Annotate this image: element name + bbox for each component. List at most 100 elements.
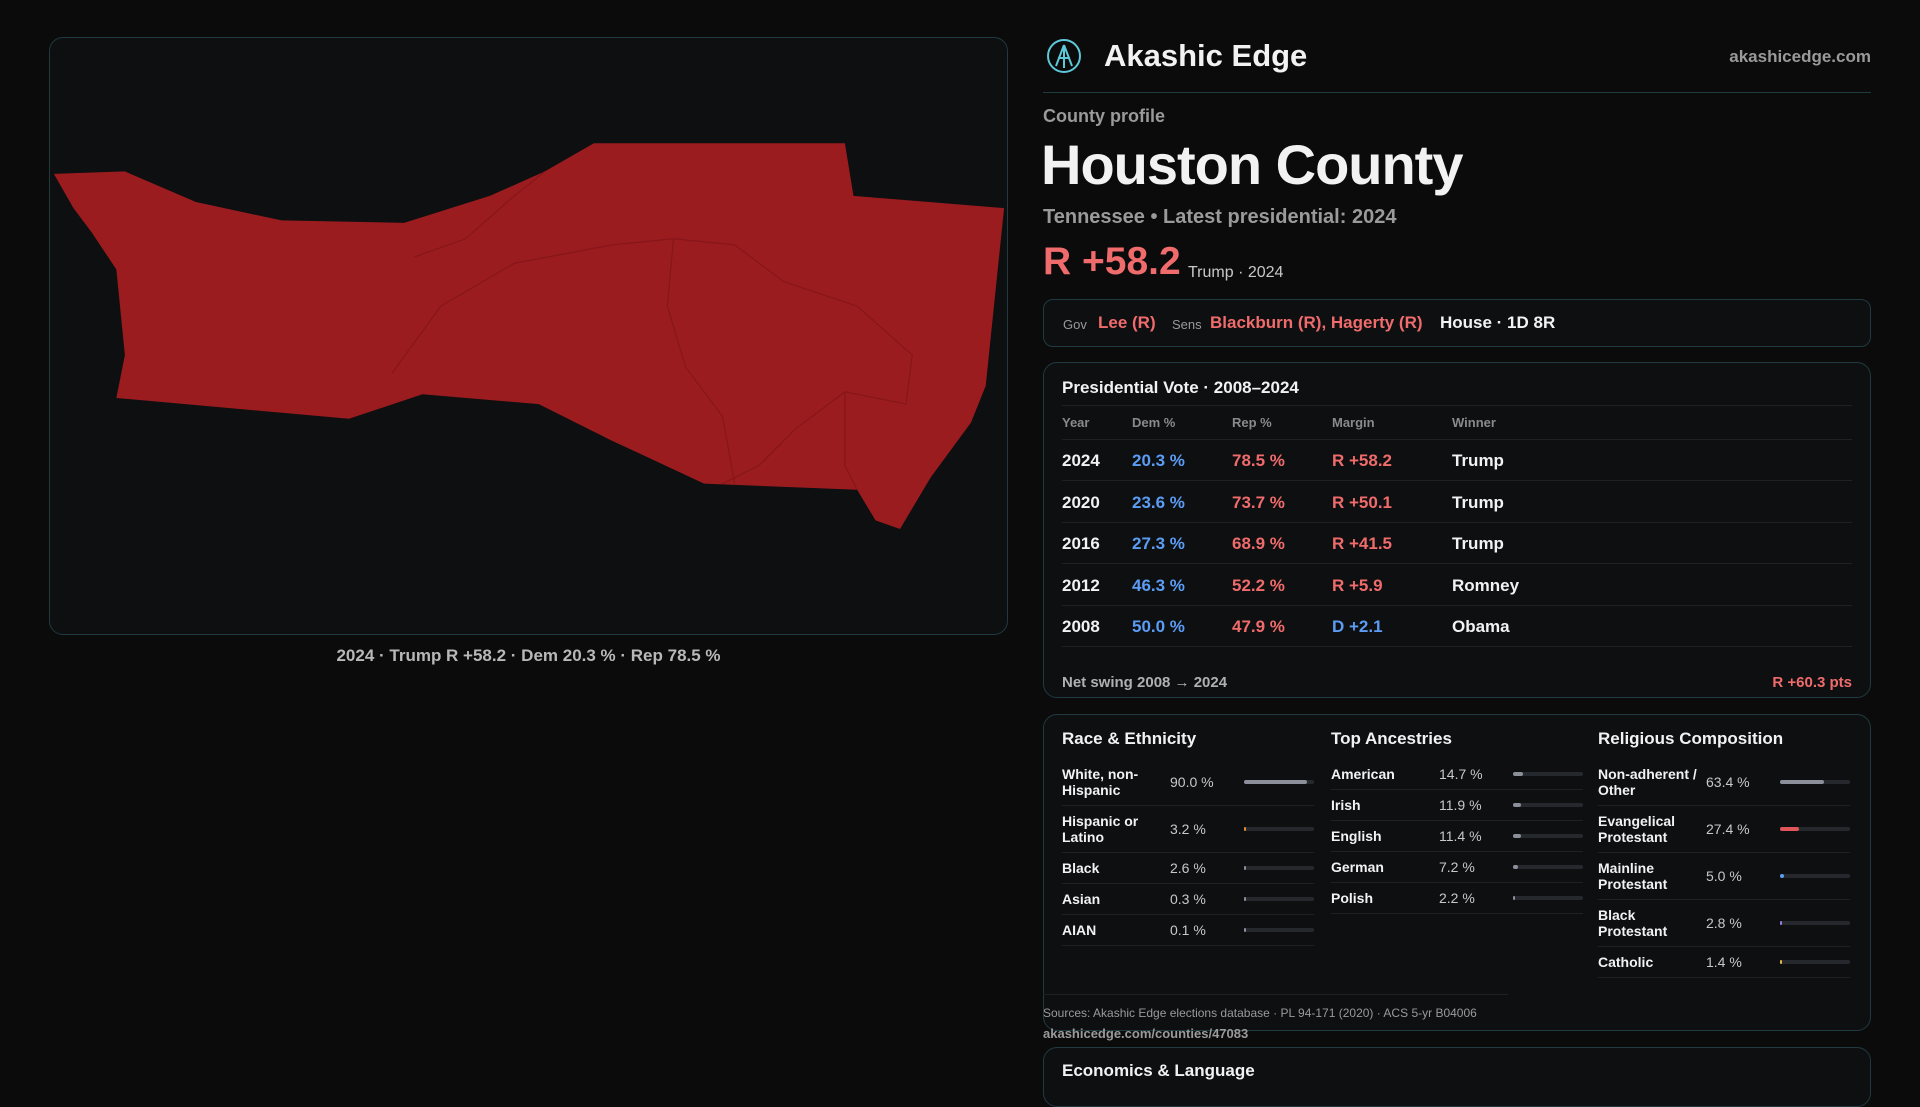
row-value: 11.4 % (1439, 828, 1482, 844)
demographic-row: Mainline Protestant 5.0 % (1598, 853, 1850, 900)
demographic-row: Catholic 1.4 % (1598, 947, 1850, 978)
cell: 73.7 % (1232, 492, 1285, 512)
demographics-panel: Race & Ethnicity White, non-Hispanic 90.0 … (1043, 714, 1871, 1031)
demographic-row: Evangelical Protestant 27.4 % (1598, 806, 1850, 853)
cell: 20.3 % (1132, 451, 1185, 470)
table-row: 2024 20.3 % 78.5 % R +58.2 Trump (1062, 439, 1852, 481)
cell: 46.3 % (1132, 575, 1185, 595)
row-label: American (1331, 766, 1395, 782)
cell: 27.3 % (1132, 534, 1185, 554)
cell: Obama (1452, 617, 1510, 637)
row-value: 27.4 % (1706, 821, 1750, 837)
house: House · 1D 8R (1440, 313, 1556, 332)
divider (1043, 994, 1508, 995)
bar (1513, 834, 1521, 838)
bar (1513, 803, 1522, 807)
cell: Trump (1452, 534, 1504, 554)
row-label: Hispanic or Latino (1062, 813, 1139, 845)
bar (1780, 780, 1825, 784)
bar (1244, 866, 1246, 870)
demographic-row: German 7.2 % (1331, 852, 1583, 883)
row-value: 0.1 % (1170, 922, 1206, 938)
bar-track (1244, 897, 1314, 901)
row-label: English (1331, 828, 1382, 844)
row-label: Asian (1062, 891, 1101, 907)
margin: R +58.2 (1043, 240, 1181, 283)
page: County profile { "header": {"brand": "Ak… (49, 37, 1871, 1107)
cell: 50.0 % (1132, 617, 1185, 637)
table-row: 2016 27.3 % 68.9 % R +41.5 Trump (1062, 522, 1852, 565)
column-header: Winner (1452, 415, 1496, 430)
demographic-column: Top Ancestries American 14.7 % Irish 11.9 % E… (1331, 729, 1583, 914)
demographic-row: English 11.4 % (1331, 821, 1583, 852)
section-title: Race & Ethnicity (1062, 729, 1197, 748)
cell: 2020 (1062, 492, 1100, 512)
row-value: 11.9 % (1439, 797, 1482, 813)
bar (1780, 960, 1782, 964)
bar-track (1780, 921, 1850, 925)
table-row: 2012 46.3 % 52.2 % R +5.9 Romney (1062, 564, 1852, 606)
row-label: Catholic (1598, 954, 1654, 970)
demographic-row: Asian 0.3 % (1062, 884, 1314, 915)
cell: 2008 (1062, 617, 1100, 637)
column-header: Margin (1332, 415, 1375, 430)
bar (1513, 865, 1519, 869)
site-link[interactable]: akashicedge.com (1729, 47, 1871, 66)
row-value: 63.4 % (1706, 774, 1750, 790)
swing-label: Net swing 2008 → 2024 (1062, 674, 1228, 691)
bar (1513, 772, 1524, 776)
demographic-row: Black 2.6 % (1062, 853, 1314, 884)
cell: R +58.2 (1332, 451, 1393, 470)
row-value: 1.4 % (1706, 954, 1742, 970)
presidential-panel: Presidential Vote · 2008–2024 Net swing … (1043, 362, 1871, 698)
demographic-column: Religious Composition Non-adherent / Othe… (1598, 729, 1850, 978)
bar-track (1244, 827, 1314, 831)
bar-track (1513, 834, 1583, 838)
bar-track (1513, 803, 1583, 807)
cell: 2016 (1062, 534, 1100, 554)
divider (1043, 92, 1871, 93)
kicker: County profile (1043, 106, 1165, 126)
bar (1244, 928, 1246, 932)
table-row: 2008 50.0 % 47.9 % D +2.1 Obama (1062, 605, 1852, 648)
sens-label: Sens (1172, 317, 1202, 332)
economics-panel: Economics & Language (1043, 1047, 1871, 1107)
cell: R +50.1 (1332, 492, 1393, 512)
table-row: 2020 23.6 % 73.7 % R +50.1 Trump (1062, 481, 1852, 523)
bar-track (1780, 827, 1850, 831)
row-value: 2.8 % (1706, 915, 1742, 931)
section-title: Top Ancestries (1331, 729, 1452, 748)
column-header: Dem % (1132, 415, 1176, 430)
demographic-row: Non-adherent / Other 63.4 % (1598, 759, 1850, 806)
panel-title: Economics & Language (1062, 1061, 1255, 1080)
cell: 2024 (1062, 451, 1100, 470)
bar-track (1513, 896, 1583, 900)
column-header: Rep % (1232, 415, 1272, 430)
bar-track (1780, 960, 1850, 964)
row-value: 2.6 % (1170, 860, 1206, 876)
row-label: Evangelical Protestant (1598, 813, 1676, 845)
source-url[interactable]: akashicedge.com/counties/47083 (1043, 1026, 1249, 1041)
cell: R +5.9 (1332, 575, 1383, 595)
gov: Lee (R) (1098, 313, 1156, 332)
bar (1244, 780, 1307, 784)
section-title: Religious Composition (1598, 729, 1784, 748)
row-value: 5.0 % (1706, 868, 1742, 884)
map-caption: 2024 · Trump R +58.2 · Dem 20.3 % · Rep … (336, 646, 721, 665)
county-title: Houston County (1041, 133, 1463, 196)
cell: 52.2 % (1232, 575, 1285, 595)
cell: Trump (1452, 451, 1504, 470)
demographic-row: Irish 11.9 % (1331, 790, 1583, 821)
logo (1047, 39, 1081, 73)
cell: Romney (1452, 575, 1520, 595)
row-value: 7.2 % (1439, 859, 1475, 875)
cell: 78.5 % (1232, 451, 1285, 470)
cell: 47.9 % (1232, 617, 1285, 637)
app: 2024 · Trump R +58.2 · Dem 20.3 % · Rep … (49, 37, 1871, 1107)
divider (1062, 405, 1852, 406)
cell: Trump (1452, 492, 1504, 512)
bar-track (1244, 928, 1314, 932)
bar-track (1244, 866, 1314, 870)
column-header: Year (1062, 415, 1090, 430)
row-value: 14.7 % (1439, 766, 1483, 782)
